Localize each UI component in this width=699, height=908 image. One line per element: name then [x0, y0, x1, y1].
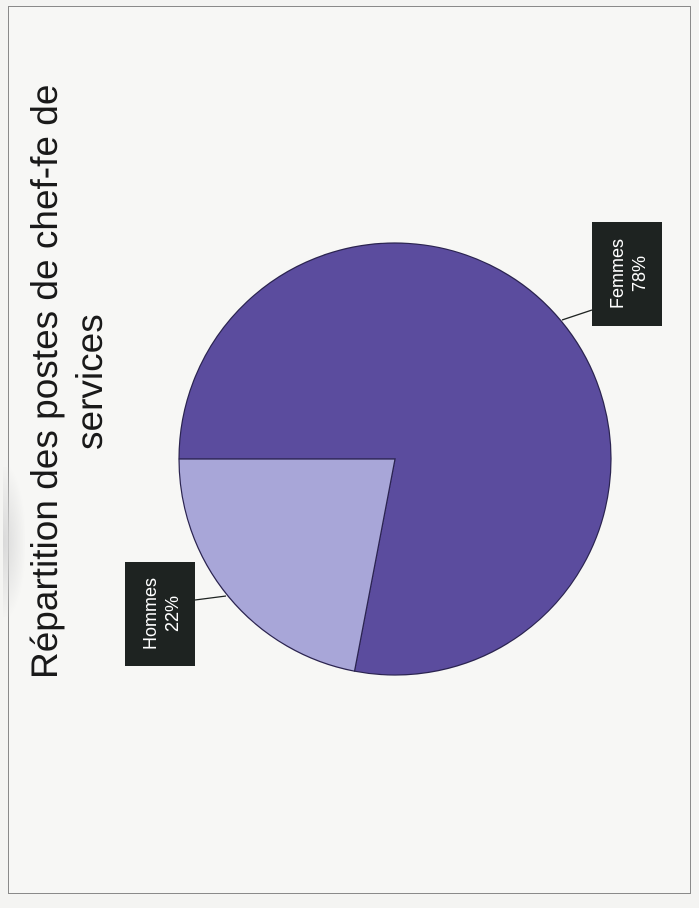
- data-label-femmes-category: Femmes: [607, 239, 627, 309]
- data-label-femmes-leader-line: [561, 309, 593, 321]
- data-label-femmes-percent: 78%: [629, 256, 649, 292]
- data-label-hommes: Hommes 22%: [125, 562, 227, 666]
- scan-shadow: [3, 467, 25, 617]
- data-label-femmes-box: [592, 222, 662, 326]
- data-label-hommes-box: [125, 562, 195, 666]
- pie-slice-hommes: [178, 458, 396, 672]
- data-label-hommes-leader-line: [194, 595, 227, 601]
- data-label-hommes-category: Hommes: [140, 578, 160, 650]
- data-label-hommes-percent: 22%: [162, 596, 182, 632]
- data-label-femmes: Femmes 78%: [561, 222, 662, 326]
